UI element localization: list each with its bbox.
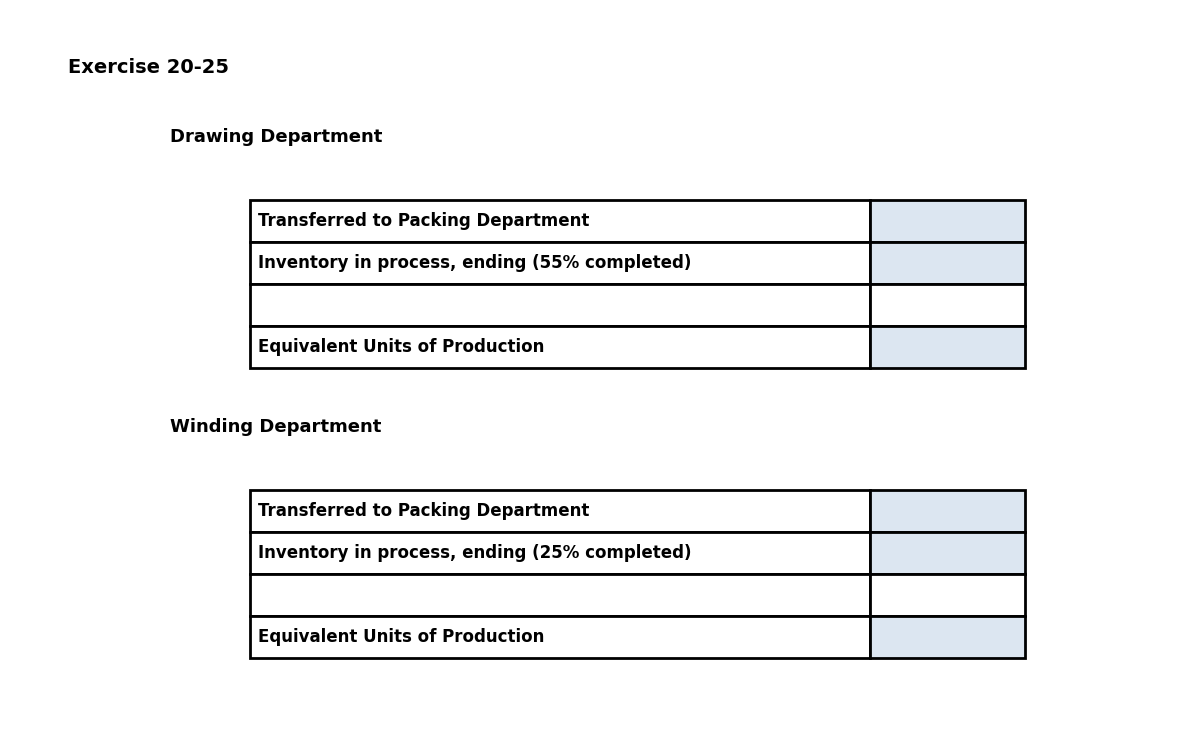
Text: Equivalent Units of Production: Equivalent Units of Production — [258, 338, 545, 356]
Bar — [250, 532, 870, 574]
Text: Transferred to Packing Department: Transferred to Packing Department — [258, 212, 589, 230]
Bar — [870, 242, 1025, 284]
Text: Inventory in process, ending (25% completed): Inventory in process, ending (25% comple… — [258, 544, 691, 562]
Text: Drawing Department: Drawing Department — [170, 128, 383, 146]
Bar — [250, 242, 870, 284]
Bar — [870, 200, 1025, 242]
Text: Equivalent Units of Production: Equivalent Units of Production — [258, 628, 545, 646]
Text: Inventory in process, ending (55% completed): Inventory in process, ending (55% comple… — [258, 254, 691, 272]
Bar — [870, 284, 1025, 326]
Text: Exercise 20-25: Exercise 20-25 — [68, 58, 229, 77]
Bar — [250, 284, 870, 326]
Bar — [250, 200, 870, 242]
Bar — [870, 616, 1025, 658]
Bar — [250, 490, 870, 532]
Bar — [870, 326, 1025, 368]
Bar — [250, 616, 870, 658]
Bar — [870, 532, 1025, 574]
Bar — [870, 490, 1025, 532]
Text: Winding Department: Winding Department — [170, 418, 382, 436]
Bar — [250, 574, 870, 616]
Text: Transferred to Packing Department: Transferred to Packing Department — [258, 502, 589, 520]
Bar — [870, 574, 1025, 616]
Bar — [250, 326, 870, 368]
